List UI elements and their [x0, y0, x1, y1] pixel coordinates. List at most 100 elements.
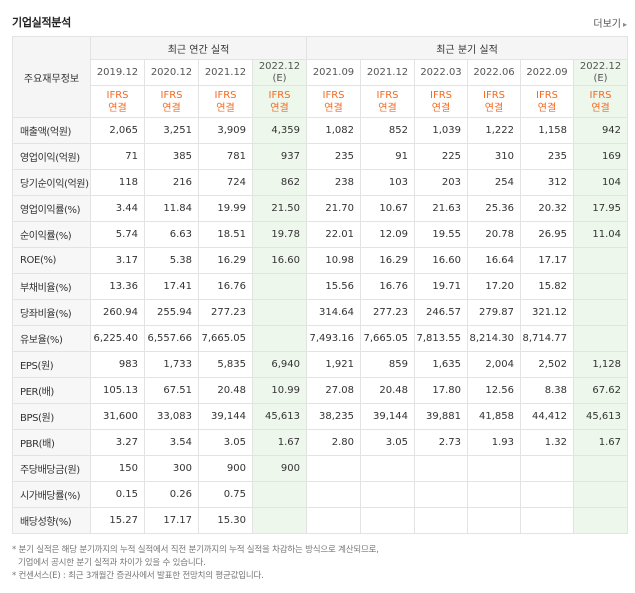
value-cell: [520, 507, 574, 534]
period-header: 2022.03: [414, 59, 468, 86]
value-cell: 983: [90, 351, 145, 378]
standard-bottom: 연결: [216, 102, 235, 114]
period-label: 2020.12: [150, 67, 193, 78]
value-cell: 203: [414, 169, 468, 196]
row-label: PBR(배): [12, 429, 91, 456]
standard-top: IFRS: [268, 89, 291, 101]
value-cell: 246.57: [414, 299, 468, 326]
period-header: 2022.09: [520, 59, 574, 86]
row-label: 당기순이익(억원): [12, 169, 91, 196]
value-cell: 2,502: [520, 351, 574, 378]
value-cell: [520, 455, 574, 482]
value-cell: 3.05: [360, 429, 415, 456]
value-cell: 20.48: [198, 377, 253, 404]
value-cell: 16.29: [360, 247, 415, 274]
value-cell: 19.55: [414, 221, 468, 248]
value-cell: 19.78: [252, 221, 307, 248]
value-cell: [252, 273, 307, 300]
value-cell: 10.67: [360, 195, 415, 222]
value-cell: 314.64: [306, 299, 361, 326]
period-label: 2022.03: [420, 67, 462, 78]
period-header: 2021.12: [360, 59, 415, 86]
value-cell: [414, 481, 468, 508]
value-cell: 235: [306, 143, 361, 170]
value-cell: 12.56: [467, 377, 521, 404]
group-header-row: 주요재무정보 최근 연간 실적 최근 분기 실적: [12, 36, 629, 118]
standard-header-row: IFRS 연결 IFRS 연결 IFRS 연결 IFRS 연결 IFRS 연결 IFRS 연결 IFRS…: [13, 85, 629, 118]
value-cell: 6,557.66: [144, 325, 199, 352]
row-label: 주당배당금(원): [12, 455, 91, 482]
value-cell: 26.95: [520, 221, 574, 248]
value-cell: 1.67: [252, 429, 307, 456]
table-row: 유보율(%) 6,225.40 6,557.66 7,665.05 7,493.16 7,…: [12, 325, 629, 352]
period-label: 2022.12: [258, 60, 301, 72]
value-cell: 11.04: [572, 221, 629, 248]
value-cell: 7,493.16: [306, 325, 361, 352]
standard-bottom: 연결: [591, 102, 610, 114]
value-cell: 45,613: [572, 403, 629, 430]
value-cell: [252, 325, 307, 352]
value-cell: 781: [198, 143, 253, 170]
value-cell: 5.74: [90, 221, 145, 248]
table-row: 순이익률(%) 5.74 6.63 18.51 19.78 22.01 12.09 19.55…: [12, 221, 629, 248]
value-cell: 7,813.55: [414, 325, 468, 352]
footnotes: * 분기 실적은 해당 분기까지의 누적 실적에서 직전 분기까지의 누적 실적…: [12, 544, 627, 583]
value-cell: 277.23: [360, 299, 415, 326]
value-cell: [572, 325, 629, 352]
value-cell: 16.64: [467, 247, 521, 274]
value-cell: 238: [306, 169, 361, 196]
more-label: 더보기: [593, 19, 621, 30]
value-cell: 25.36: [467, 195, 521, 222]
value-cell: 3.44: [90, 195, 145, 222]
value-cell: [252, 507, 307, 534]
value-cell: 15.30: [198, 507, 253, 534]
standard-top: IFRS: [483, 89, 505, 101]
period-label: 2021.12: [366, 67, 409, 78]
row-label: BPS(원): [12, 403, 91, 430]
standard-header: IFRS 연결: [198, 85, 253, 118]
table-row: 영업이익률(%) 3.44 11.84 19.99 21.50 21.70 10.67 21.…: [12, 195, 629, 222]
value-cell: 385: [144, 143, 199, 170]
value-cell: 0.26: [144, 481, 199, 508]
value-cell: 1.67: [572, 429, 629, 456]
standard-bottom: 연결: [378, 102, 397, 114]
value-cell: 15.82: [520, 273, 574, 300]
standard-bottom: 연결: [270, 102, 289, 114]
value-cell: 310: [467, 143, 521, 170]
period-label: 2019.12: [96, 67, 139, 78]
value-cell: 11.84: [144, 195, 199, 222]
footnote-2: 기업에서 공시한 분기 실적과 차이가 있을 수 있습니다.: [18, 558, 206, 568]
value-cell: [360, 455, 415, 482]
value-cell: 2,004: [467, 351, 521, 378]
value-cell: 169: [572, 143, 629, 170]
row-label: 순이익률(%): [12, 221, 91, 248]
value-cell: 16.60: [252, 247, 307, 274]
estimate-mark: (E): [593, 72, 608, 84]
chevron-right-icon: ▸: [622, 20, 627, 29]
value-cell: [572, 455, 629, 482]
value-cell: [520, 481, 574, 508]
period-label: 2021.09: [312, 67, 355, 78]
row-label: 당좌비율(%): [12, 299, 91, 326]
value-cell: 19.99: [198, 195, 253, 222]
value-cell: [252, 299, 307, 326]
more-link[interactable]: 더보기 ▸: [593, 15, 627, 30]
value-cell: 33,083: [144, 403, 199, 430]
value-cell: 17.17: [144, 507, 199, 534]
value-cell: 7,665.05: [360, 325, 415, 352]
value-cell: 39,144: [360, 403, 415, 430]
value-cell: 20.78: [467, 221, 521, 248]
period-header: 2020.12: [144, 59, 199, 86]
value-cell: 859: [360, 351, 415, 378]
table-row: 당좌비율(%) 260.94 255.94 277.23 314.64 277.23 246…: [12, 299, 629, 326]
value-cell: 942: [572, 117, 629, 144]
value-cell: 300: [144, 455, 199, 482]
value-cell: 44,412: [520, 403, 574, 430]
value-cell: 2,065: [90, 117, 145, 144]
value-cell: 3,909: [198, 117, 253, 144]
value-cell: 3.27: [90, 429, 145, 456]
value-cell: [572, 507, 629, 534]
value-cell: 15.27: [90, 507, 145, 534]
section-header: 기업실적분석 더보기 ▸: [12, 12, 627, 34]
row-label: ROE(%): [12, 247, 91, 274]
